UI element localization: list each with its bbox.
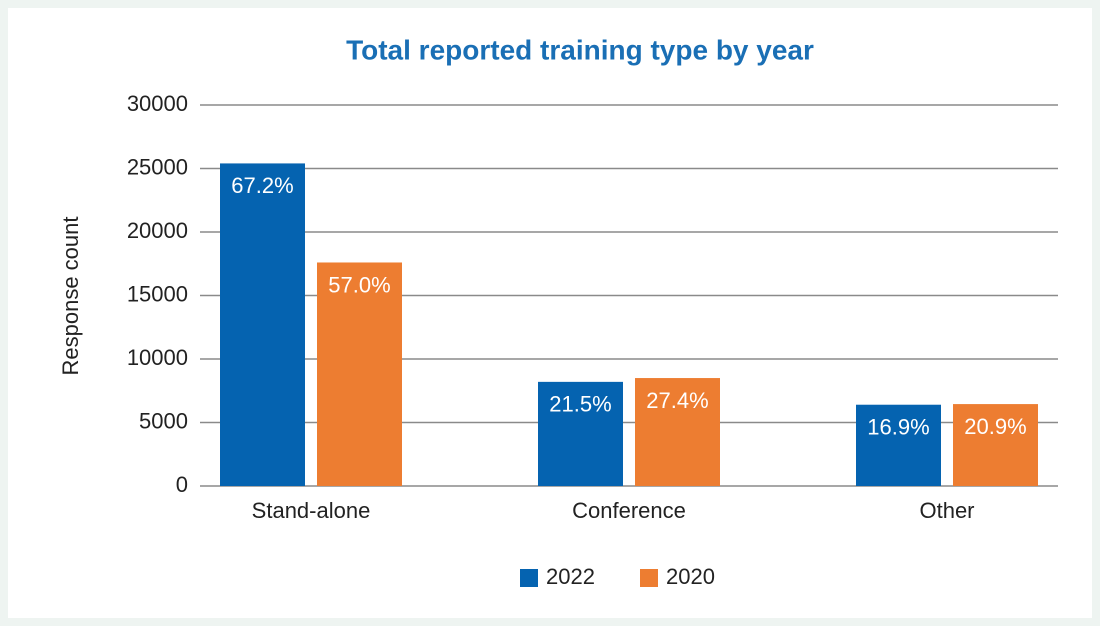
x-tick-label: Other [919, 498, 974, 523]
bar [856, 404, 941, 486]
legend-label: 2022 [546, 564, 595, 589]
x-tick-label: Conference [572, 498, 686, 523]
y-tick-label: 30000 [127, 91, 188, 116]
bar [953, 404, 1038, 486]
bar [220, 163, 305, 487]
bar [538, 381, 623, 486]
bar [635, 378, 720, 486]
bar-label: 20.9% [964, 414, 1026, 439]
legend-swatch [640, 569, 658, 587]
legend-swatch [520, 569, 538, 587]
bar-label: 57.0% [328, 272, 390, 297]
bar-label: 27.4% [646, 388, 708, 413]
legend-label: 2020 [666, 564, 715, 589]
panel [8, 8, 1092, 618]
bar-label: 67.2% [231, 173, 293, 198]
y-tick-label: 25000 [127, 154, 188, 179]
y-tick-label: 15000 [127, 281, 188, 306]
bar-label: 16.9% [867, 415, 929, 440]
y-tick-label: 10000 [127, 345, 188, 370]
y-axis-label: Response count [58, 217, 83, 376]
y-tick-label: 0 [176, 472, 188, 497]
bar [317, 262, 402, 486]
bar-label: 21.5% [549, 392, 611, 417]
y-tick-label: 20000 [127, 218, 188, 243]
x-tick-label: Stand-alone [252, 498, 371, 523]
y-tick-label: 5000 [139, 408, 188, 433]
chart-title: Total reported training type by year [346, 34, 814, 65]
